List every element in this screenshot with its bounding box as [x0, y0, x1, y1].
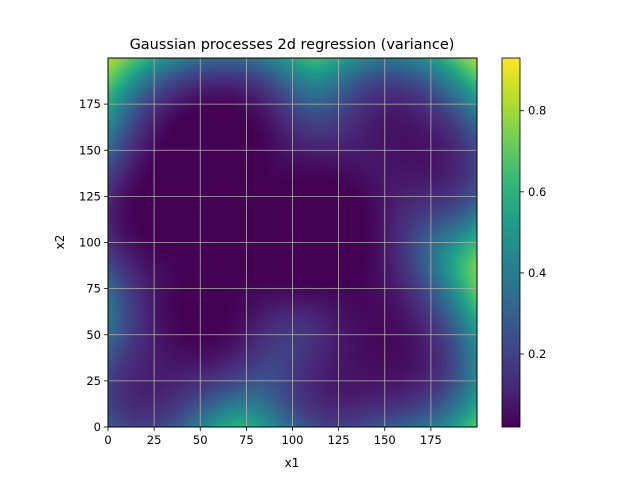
y-tick-label: 75 [86, 282, 101, 296]
colorbar-tick-label: 0.4 [528, 266, 546, 280]
x-axis: 0 25 50 75 100 125 150 175 [104, 427, 442, 447]
y-tick-label: 125 [79, 189, 101, 203]
y-axis: 0 25 50 75 100 125 150 175 [79, 97, 108, 434]
colorbar-bar [501, 57, 521, 428]
plot-area [107, 57, 478, 428]
x-tick-label: 150 [374, 433, 396, 447]
chart-title: Gaussian processes 2d regression (varian… [130, 37, 455, 53]
x-tick-label: 25 [147, 433, 162, 447]
x-axis-label: x1 [285, 456, 300, 470]
y-tick-label: 175 [79, 97, 101, 111]
y-tick-label: 150 [79, 143, 101, 157]
colorbar-ticks: 0.2 0.4 0.6 0.8 [520, 104, 546, 361]
x-tick-label: 0 [104, 433, 111, 447]
x-tick-label: 50 [193, 433, 208, 447]
y-tick-label: 50 [86, 328, 101, 342]
x-tick-label: 125 [328, 433, 350, 447]
x-tick-label: 175 [420, 433, 442, 447]
y-tick-label: 100 [79, 236, 101, 250]
colorbar-tick-label: 0.8 [528, 104, 546, 118]
x-tick-label: 75 [239, 433, 254, 447]
y-tick-label: 0 [94, 420, 101, 434]
colorbar-tick-label: 0.2 [528, 347, 546, 361]
y-axis-label: x2 [53, 235, 67, 250]
x-tick-label: 100 [282, 433, 304, 447]
colorbar: 0.2 0.4 0.6 0.8 [501, 57, 546, 428]
y-tick-label: 25 [86, 374, 101, 388]
colorbar-tick-label: 0.6 [528, 185, 546, 199]
